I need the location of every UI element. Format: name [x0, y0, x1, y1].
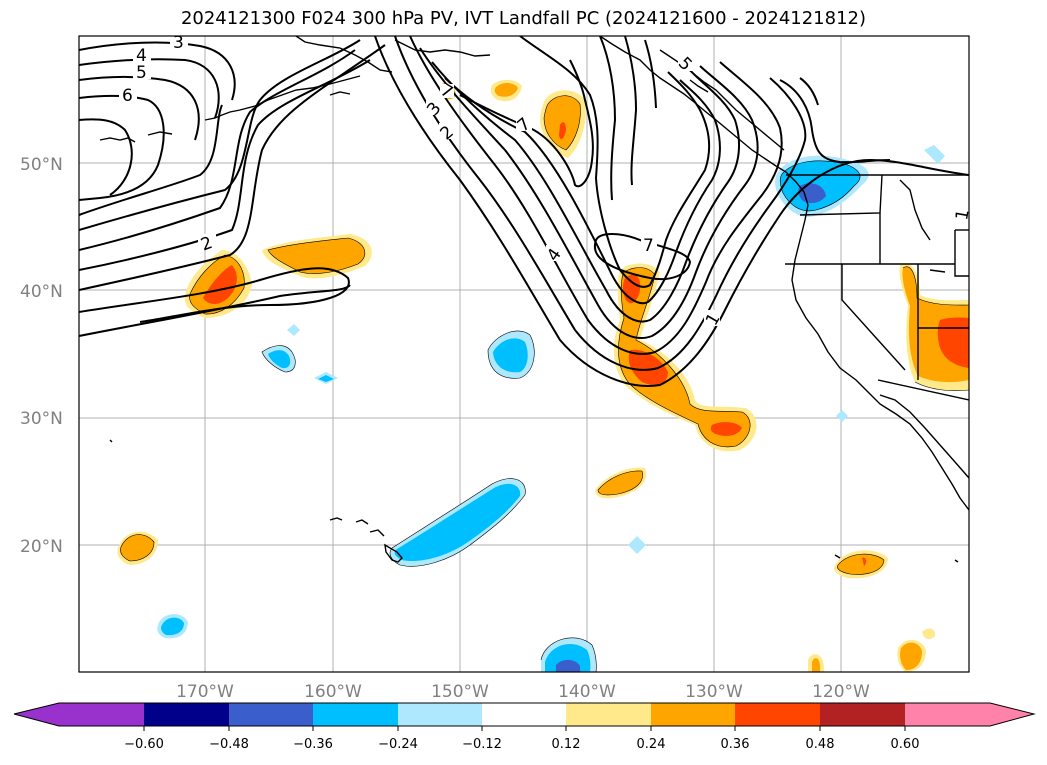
lon-label-120w: 120°W: [812, 682, 870, 702]
colorbar-tick-label: −0.36: [293, 737, 333, 752]
lon-label-170w: 170°W: [176, 682, 234, 702]
colorbar-tick-label: −0.24: [378, 737, 418, 752]
colorbar-tick-label: 0.12: [552, 737, 581, 752]
svg-text:7: 7: [643, 236, 654, 256]
svg-text:1: 1: [952, 208, 974, 222]
lon-label-160w: 160°W: [304, 682, 362, 702]
lon-label-140w: 140°W: [558, 682, 616, 702]
colorbar-tick-label: −0.48: [209, 737, 249, 752]
colorbar-tick-label: 0.60: [891, 737, 920, 752]
colorbar-tick-label: −0.60: [124, 737, 164, 752]
svg-text:3: 3: [173, 33, 184, 53]
coastlines: [99, 36, 969, 563]
contour-labels: 3 4 5 6 2 3 2 7 7 4 7 1 5 1: [119, 33, 974, 329]
lon-label-150w: 150°W: [431, 682, 489, 702]
colorbar-tick-label: 0.48: [806, 737, 835, 752]
pv-contours: [79, 36, 969, 387]
colorbar-tick-label: 0.36: [721, 737, 750, 752]
map-frame: [78, 35, 970, 673]
colorbar-tick-label: −0.12: [462, 737, 502, 752]
colorbar-max-extension: [990, 703, 1034, 726]
lon-label-130w: 130°W: [685, 682, 743, 702]
lat-label-30: 30°N: [20, 409, 63, 429]
svg-text:5: 5: [136, 63, 147, 83]
pc-outlines: [120, 95, 969, 672]
lat-label-20: 20°N: [20, 537, 63, 557]
lat-label-50: 50°N: [20, 155, 63, 175]
lat-labels: 50°N 40°N 30°N 20°N: [20, 155, 63, 557]
colorbar: −0.60 −0.48 −0.36 −0.24 −0.12 0.12 0.24 …: [13, 702, 1036, 752]
svg-text:4: 4: [136, 46, 147, 66]
map-title: 2024121300 F024 300 hPa PV, IVT Landfall…: [180, 8, 867, 29]
graticule: [79, 36, 969, 672]
lat-label-40: 40°N: [20, 282, 63, 302]
lon-labels: 170°W 160°W 150°W 140°W 130°W 120°W: [176, 682, 870, 702]
colorbar-tick-label: 0.24: [637, 737, 666, 752]
colorbar-min-extension: [14, 703, 59, 726]
svg-text:6: 6: [122, 86, 133, 106]
